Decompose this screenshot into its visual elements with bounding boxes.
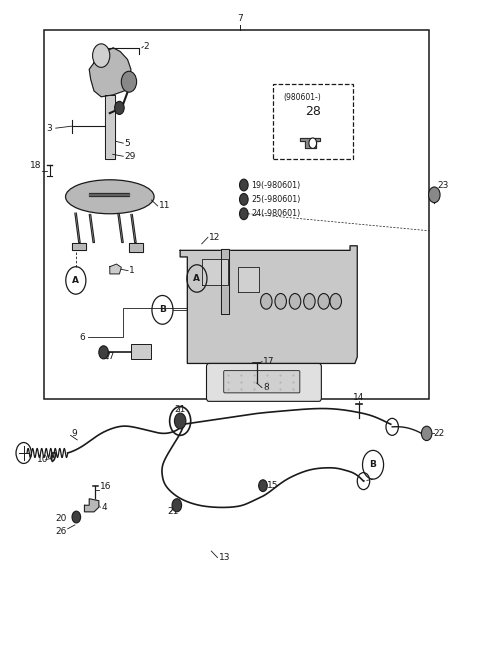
Circle shape [289,293,301,309]
Polygon shape [110,264,121,274]
Text: 10: 10 [37,455,48,464]
Text: 22: 22 [434,429,445,438]
Circle shape [99,346,108,359]
Polygon shape [300,138,321,148]
Polygon shape [84,498,99,512]
Text: 4: 4 [101,503,107,512]
Circle shape [174,413,186,429]
Bar [131,345,151,359]
Text: 15: 15 [267,481,278,490]
Text: 20: 20 [55,514,67,523]
Text: 9: 9 [72,429,77,438]
FancyBboxPatch shape [224,371,300,393]
Text: 13: 13 [218,553,230,562]
Text: 12: 12 [209,233,220,242]
Text: 17: 17 [263,357,275,366]
Polygon shape [129,242,144,252]
Circle shape [275,293,287,309]
Text: 5: 5 [124,139,130,147]
Circle shape [309,138,317,149]
Text: 26: 26 [55,527,67,536]
Text: 28: 28 [305,105,321,119]
Polygon shape [238,267,259,291]
Text: 23: 23 [437,181,449,189]
Text: 14: 14 [353,393,364,402]
FancyBboxPatch shape [206,364,322,402]
Circle shape [172,498,181,512]
Circle shape [93,44,110,67]
Circle shape [318,293,329,309]
Circle shape [421,426,432,441]
Circle shape [429,187,440,202]
Circle shape [115,102,124,115]
Circle shape [304,293,315,309]
Text: 24(-980601): 24(-980601) [252,209,301,218]
FancyBboxPatch shape [273,84,353,159]
Circle shape [240,193,248,205]
Bar [44,30,429,400]
Ellipse shape [66,179,154,214]
Polygon shape [89,193,129,196]
Polygon shape [89,48,131,97]
Polygon shape [105,95,115,159]
Text: 29: 29 [124,152,135,160]
Polygon shape [75,213,80,242]
Circle shape [240,208,248,219]
Text: B: B [159,305,166,314]
Circle shape [72,511,81,523]
Text: A: A [72,276,79,285]
Text: 3: 3 [46,124,52,133]
Text: B: B [370,460,376,469]
Text: 25(-980601): 25(-980601) [252,195,301,204]
Text: 2: 2 [144,42,149,51]
Polygon shape [118,214,123,242]
Text: 11: 11 [158,202,170,210]
Polygon shape [221,249,229,314]
Text: 7: 7 [237,14,243,24]
Text: 21: 21 [167,508,179,516]
Circle shape [240,179,248,191]
Text: 27: 27 [104,352,115,362]
Text: (980601-): (980601-) [283,93,321,102]
Text: 19(-980601): 19(-980601) [252,181,301,189]
Polygon shape [180,246,357,364]
Polygon shape [202,259,228,285]
Circle shape [121,71,137,92]
Circle shape [259,480,267,491]
Text: 8: 8 [263,383,269,392]
Text: 18: 18 [30,161,41,170]
Circle shape [330,293,341,309]
Polygon shape [131,214,136,242]
Polygon shape [89,214,95,242]
Circle shape [261,293,272,309]
Text: 6: 6 [80,333,85,342]
Text: 1: 1 [129,266,135,275]
Text: A: A [193,274,201,283]
Text: 21: 21 [174,405,185,414]
Polygon shape [72,242,86,250]
Text: 16: 16 [100,483,112,491]
